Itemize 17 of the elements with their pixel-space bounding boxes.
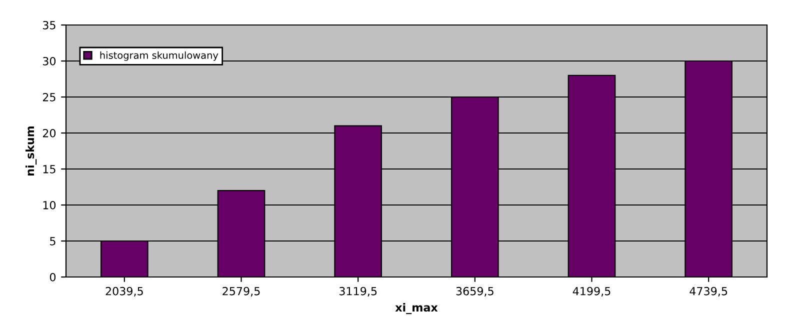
y-tick-label: 15 bbox=[43, 165, 56, 174]
x-tick-label: 4739,5 bbox=[690, 286, 728, 296]
y-tick-label: 20 bbox=[42, 128, 56, 138]
y-tick-label: 25 bbox=[42, 92, 56, 102]
y-axis-title: ni_skum bbox=[26, 126, 37, 176]
x-tick-label: 3659,5 bbox=[456, 286, 494, 296]
legend-label: histogram skumulowany bbox=[100, 51, 218, 61]
y-tick-label: 5 bbox=[50, 237, 56, 246]
x-tick-label: 4199,5 bbox=[572, 286, 610, 296]
y-tick-label: 35 bbox=[42, 20, 56, 30]
x-tick-label: 3119,5 bbox=[339, 286, 377, 296]
y-tick-label: 10 bbox=[43, 200, 56, 210]
y-tick-label: 0 bbox=[50, 272, 56, 282]
x-tick-label: 2579,5 bbox=[222, 286, 260, 296]
x-axis-title: xi_max bbox=[395, 303, 438, 314]
x-tick-label: 2039,5 bbox=[106, 286, 143, 296]
y-tick-label: 30 bbox=[42, 56, 56, 66]
